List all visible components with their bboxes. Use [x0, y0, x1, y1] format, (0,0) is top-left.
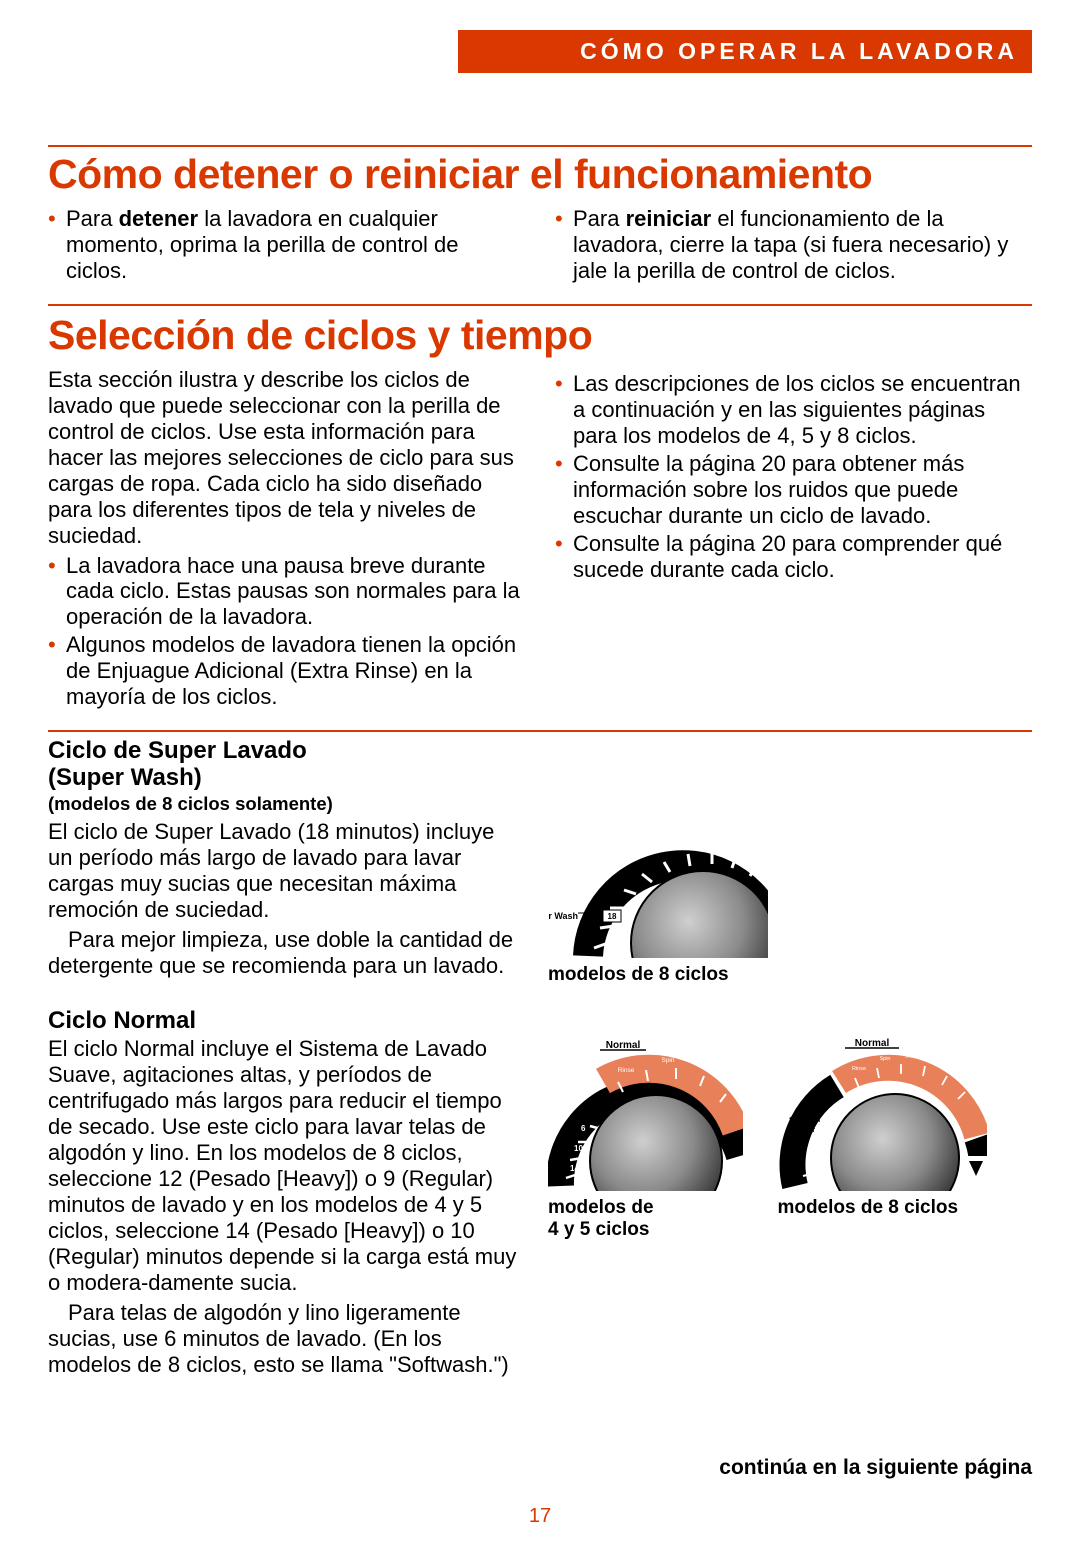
dial-icon: Normal Rinse Spin Off 6 10 14: [548, 1026, 743, 1191]
dial-normal-45: Normal Rinse Spin Off 6 10 14 modelos de…: [548, 1026, 743, 1241]
super-wash-note: (modelos de 8 ciclos solamente): [48, 793, 518, 815]
divider: [48, 304, 1032, 306]
svg-text:Softwash: Softwash: [789, 1117, 820, 1124]
svg-text:Rinse: Rinse: [618, 1067, 635, 1074]
svg-text:X-Rinse: X-Rinse: [906, 1054, 926, 1060]
text: modelos de: [548, 1197, 654, 1218]
text-bold: detener: [119, 206, 198, 231]
list-item: Algunos modelos de lavadora tienen la op…: [66, 632, 525, 710]
list-item: Consulte la página 20 para comprender qu…: [573, 531, 1032, 583]
super-wash-para2: Para mejor limpieza, use doble la cantid…: [48, 927, 518, 979]
super-wash-para1: El ciclo de Super Lavado (18 minutos) in…: [48, 819, 518, 923]
svg-text:18: 18: [608, 912, 617, 921]
svg-text:6: 6: [581, 1124, 586, 1133]
section-stop-restart: Cómo detener o reiniciar el funcionamien…: [48, 145, 1032, 286]
svg-text:6: 6: [821, 1124, 825, 1131]
divider: [48, 145, 1032, 147]
list-item: Las descripciones de los ciclos se encue…: [573, 371, 1032, 449]
divider: [48, 730, 1032, 732]
svg-text:9: 9: [815, 1141, 819, 1148]
bullet-stop: Para detener la lavadora en cualquier mo…: [66, 206, 525, 284]
svg-text:12: 12: [809, 1159, 817, 1166]
normal-cycle-block: Ciclo Normal El ciclo Normal incluye el …: [48, 1008, 1032, 1378]
header-bar: CÓMO OPERAR LA LAVADORA: [458, 30, 1032, 73]
list-item: La lavadora hace una pausa breve durante…: [66, 553, 525, 631]
dial-super-wash: 18 Super Wash modelos de 8 ciclos: [548, 798, 768, 986]
section1-title: Cómo detener o reiniciar el funcionamien…: [48, 151, 1032, 198]
super-wash-heading: Ciclo de Super Lavado (Super Wash): [48, 738, 518, 791]
dial-icon: 18 Super Wash: [548, 798, 768, 958]
header-text: CÓMO OPERAR LA LAVADORA: [580, 38, 1018, 64]
svg-text:Off: Off: [704, 1065, 713, 1072]
svg-text:Super Wash: Super Wash: [548, 911, 578, 921]
text-bold: reiniciar: [626, 206, 712, 231]
text: Para: [573, 206, 626, 231]
svg-text:10: 10: [574, 1144, 583, 1153]
text: Para: [66, 206, 119, 231]
normal-heading: Ciclo Normal: [48, 1008, 518, 1034]
normal-para2: Para telas de algodón y lino ligeramente…: [48, 1300, 518, 1378]
dial-caption: modelos de 8 ciclos: [548, 964, 768, 986]
section2-left-para: Esta sección ilustra y describe los cicl…: [48, 367, 525, 549]
bullet-restart: Para reiniciar el funcionamiento de la l…: [573, 206, 1032, 284]
list-item: Consulte la página 20 para obtener más i…: [573, 451, 1032, 529]
dial-icon: Normal Rinse Spin X-Rinse Spin Off Softw…: [777, 1026, 987, 1191]
dial-caption: modelos de 4 y 5 ciclos: [548, 1197, 743, 1241]
svg-text:Heavy: Heavy: [789, 1137, 810, 1144]
page-number: 17: [529, 1505, 551, 1528]
dial-caption: modelos de 8 ciclos: [777, 1197, 987, 1219]
text: 4 y 5 ciclos: [548, 1219, 649, 1240]
svg-text:Spin: Spin: [880, 1056, 891, 1062]
section-cycle-selection: Selección de ciclos y tiempo Esta secció…: [48, 304, 1032, 712]
svg-text:Off: Off: [960, 1078, 968, 1084]
svg-text:14: 14: [570, 1164, 579, 1173]
text: Ciclo de Super Lavado: [48, 737, 307, 764]
continue-note: continúa en la siguiente página: [719, 1456, 1032, 1480]
super-wash-block: Ciclo de Super Lavado (Super Wash) (mode…: [48, 738, 1032, 986]
dial-normal-8: Normal Rinse Spin X-Rinse Spin Off Softw…: [777, 1026, 987, 1219]
svg-text:Rinse: Rinse: [852, 1066, 866, 1072]
normal-para1: El ciclo Normal incluye el Sistema de La…: [48, 1036, 518, 1296]
svg-text:Regular: Regular: [789, 1127, 815, 1134]
svg-text:Spin: Spin: [661, 1057, 674, 1064]
section2-title: Selección de ciclos y tiempo: [48, 312, 1032, 359]
text: (Super Wash): [48, 764, 202, 791]
svg-text:Spin: Spin: [936, 1062, 947, 1068]
